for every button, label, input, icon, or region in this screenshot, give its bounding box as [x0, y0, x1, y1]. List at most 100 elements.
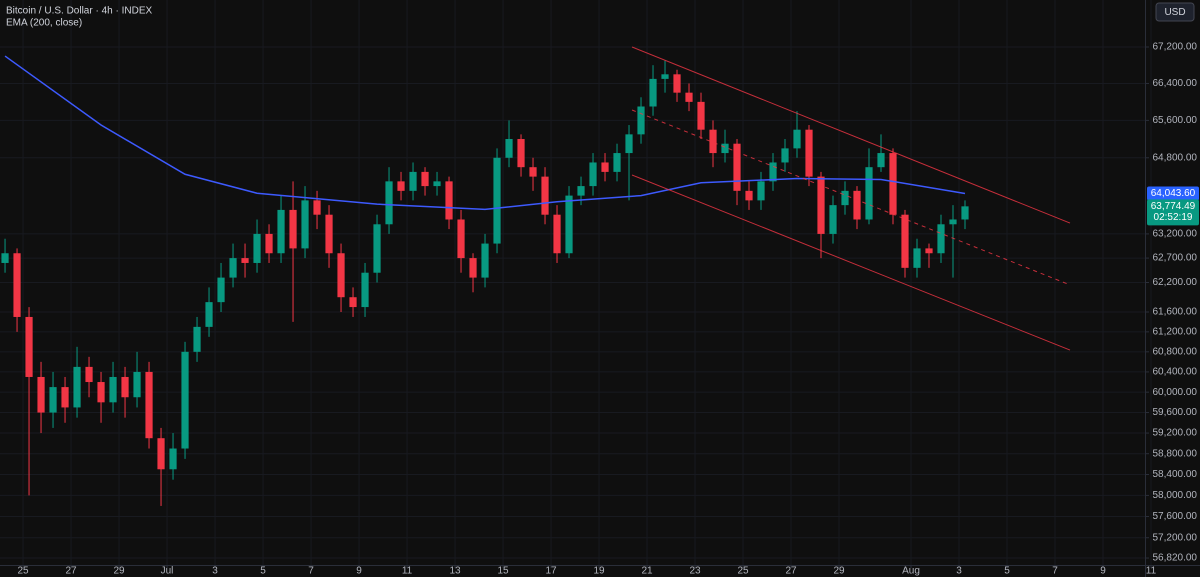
candle-body: [133, 371, 141, 398]
y-tick-label: 57,200.00: [1153, 532, 1198, 543]
candle-body: [409, 171, 417, 191]
candle-body: [937, 224, 945, 254]
y-tick-label: 58,800.00: [1153, 448, 1198, 459]
y-tick-label: 58,400.00: [1153, 469, 1198, 480]
candle-body: [205, 302, 213, 327]
candle-body: [301, 200, 309, 249]
candle-body: [265, 233, 273, 254]
candle-body: [361, 272, 369, 308]
x-tick-label: 15: [497, 566, 509, 577]
candle-body: [457, 219, 465, 259]
candle-body: [37, 376, 45, 413]
y-tick-label: 62,200.00: [1153, 277, 1198, 288]
y-tick-label: 59,600.00: [1153, 407, 1198, 418]
candle-body: [601, 162, 609, 172]
candle-body: [1, 253, 9, 263]
x-tick-label: 11: [1146, 566, 1157, 577]
y-tick-label: 61,200.00: [1153, 326, 1198, 337]
candle-body: [625, 134, 633, 154]
candle-body: [385, 181, 393, 225]
candle-body: [757, 181, 765, 201]
candle-body: [433, 181, 441, 187]
candle-body: [817, 176, 825, 234]
candle-body: [241, 258, 249, 263]
candle-body: [865, 167, 873, 220]
indicator-legend: EMA (200, close): [6, 18, 82, 29]
candle-body: [901, 214, 909, 268]
candle-body: [85, 366, 93, 383]
candle-body: [805, 129, 813, 177]
candle-body: [721, 143, 729, 154]
countdown-label: 02:52:19: [1154, 212, 1193, 223]
currency-button[interactable]: [1155, 2, 1195, 22]
candle-body: [421, 171, 429, 187]
y-tick-label: 60,000.00: [1153, 387, 1198, 398]
symbol-title: Bitcoin / U.S. Dollar · 4h · INDEX: [6, 6, 152, 17]
x-tick-label: 25: [737, 566, 749, 577]
channel-line: [631, 174, 1071, 351]
candle-body: [289, 209, 297, 249]
candle-body: [445, 181, 453, 220]
x-tick-label: 3: [212, 566, 218, 577]
plot: [1, 46, 1071, 506]
candle-body: [25, 316, 33, 377]
candle-body: [13, 253, 21, 317]
candle-body: [961, 206, 969, 220]
candle-body: [61, 387, 69, 408]
candle-body: [853, 190, 861, 220]
candle-body: [469, 258, 477, 278]
ema-price-label: 64,043.60: [1151, 188, 1196, 199]
candle-body: [313, 200, 321, 215]
last-price-label: 63,774.49: [1151, 201, 1196, 212]
x-tick-label: 27: [785, 566, 797, 577]
candle-body: [673, 74, 681, 93]
channel-line: [631, 46, 1071, 224]
x-tick-label: 21: [641, 566, 653, 577]
candle-body: [589, 162, 597, 187]
candle-body: [325, 214, 333, 254]
candle-body: [565, 195, 573, 254]
candle-body: [529, 167, 537, 177]
y-tick-label: 57,600.00: [1153, 511, 1198, 522]
y-tick-label: 56,820.00: [1153, 553, 1198, 564]
y-tick-label: 66,400.00: [1153, 78, 1198, 89]
x-tick-label: Jul: [161, 566, 174, 577]
candle-body: [193, 326, 201, 352]
axes: 67,200.00 66,400.00 65,600.00 64,800.00 63,2…: [17, 42, 1199, 577]
candle-body: [49, 387, 57, 413]
currency-label[interactable]: USD: [1164, 7, 1185, 18]
x-tick-label: 29: [833, 566, 845, 577]
candle-body: [493, 157, 501, 244]
y-tick-label: 61,600.00: [1153, 307, 1198, 318]
y-tick-label: 62,700.00: [1153, 253, 1198, 264]
channel-line: [631, 109, 1071, 286]
candle-body: [781, 148, 789, 163]
candle-body: [349, 297, 357, 308]
x-tick-label: 7: [1052, 566, 1058, 577]
candle-body: [97, 382, 105, 403]
x-tick-label: 19: [593, 566, 605, 577]
y-tick-label: 65,600.00: [1153, 115, 1198, 126]
candle-body: [685, 92, 693, 102]
candle-body: [229, 258, 237, 278]
candle-body: [517, 139, 525, 168]
x-tick-label: 5: [260, 566, 266, 577]
candle-body: [613, 153, 621, 172]
y-tick-label: 67,200.00: [1153, 42, 1198, 53]
x-tick-label: 3: [956, 566, 962, 577]
x-tick-label: 9: [356, 566, 362, 577]
x-tick-label: 7: [308, 566, 314, 577]
candle-body: [253, 233, 261, 263]
candle-body: [541, 176, 549, 215]
x-tick-label: 23: [689, 566, 701, 577]
candle-body: [505, 139, 513, 158]
candle-body: [145, 371, 153, 439]
y-tick-label: 64,800.00: [1153, 152, 1198, 163]
candle-body: [913, 248, 921, 268]
ema-line: [4, 55, 966, 211]
candle-body: [577, 186, 585, 196]
y-tick-label: 59,200.00: [1153, 428, 1198, 439]
ema-price-box: [1147, 186, 1199, 201]
x-tick-label: Aug: [902, 566, 920, 577]
